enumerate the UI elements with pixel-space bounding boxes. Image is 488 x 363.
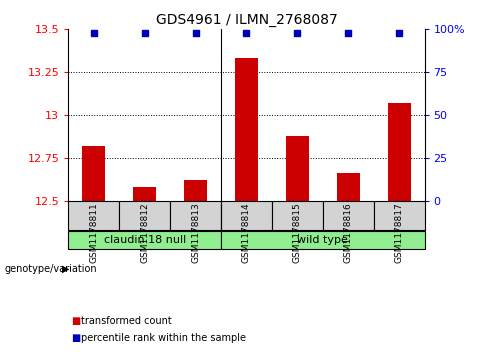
Text: transformed count: transformed count [81,316,171,326]
Bar [374,201,425,230]
Text: genotype/variation: genotype/variation [5,264,98,274]
Point [141,30,148,36]
Point [345,30,352,36]
Bar [119,201,170,230]
Point [90,30,98,36]
Text: GSM1178812: GSM1178812 [140,202,149,263]
Bar [323,201,374,230]
Point [192,30,200,36]
Bar [337,174,360,201]
Text: GSM1178815: GSM1178815 [293,202,302,263]
Bar [184,180,207,201]
Bar [68,231,221,249]
Bar [82,146,105,201]
Bar [221,231,425,249]
Text: GSM1178811: GSM1178811 [89,202,98,263]
Point [293,30,301,36]
Point [243,30,250,36]
Bar [68,201,119,230]
Text: wild type: wild type [297,235,348,245]
Point [395,30,403,36]
Bar [221,201,272,230]
Title: GDS4961 / ILMN_2768087: GDS4961 / ILMN_2768087 [156,13,337,26]
Text: claudin 18 null: claudin 18 null [103,235,186,245]
Text: GSM1178817: GSM1178817 [395,202,404,263]
Bar [272,201,323,230]
Text: GSM1178814: GSM1178814 [242,202,251,263]
Text: GSM1178816: GSM1178816 [344,202,353,263]
Bar [286,135,309,201]
Text: GSM1178813: GSM1178813 [191,202,200,263]
Text: ▶: ▶ [62,264,70,274]
Text: ■: ■ [71,333,80,343]
Text: percentile rank within the sample: percentile rank within the sample [81,333,245,343]
Bar [235,58,258,201]
Bar [133,187,156,201]
Bar [170,201,221,230]
Text: ■: ■ [71,316,80,326]
Bar [387,103,410,201]
